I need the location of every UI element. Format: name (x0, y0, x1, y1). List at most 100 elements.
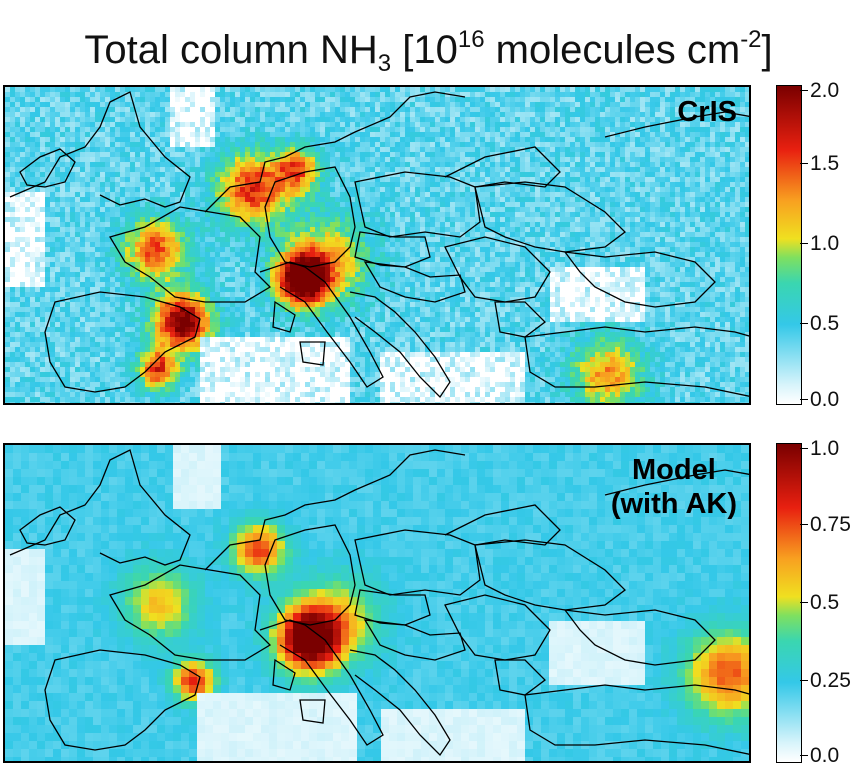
heat-cell (170, 112, 175, 117)
heat-cell (305, 187, 310, 192)
heat-cell (505, 212, 510, 217)
heat-cell (660, 162, 665, 167)
heat-cell (340, 192, 345, 197)
heat-cell (580, 142, 585, 147)
heat-cell (435, 202, 440, 207)
heat-cell (375, 182, 380, 187)
heat-cell (30, 137, 35, 142)
heat-cell (630, 247, 635, 252)
heat-cell (315, 187, 320, 192)
heat-cell (375, 102, 380, 107)
heat-cell (570, 167, 575, 172)
heat-cell (45, 137, 50, 142)
heat-cell (510, 177, 515, 182)
heat-cell (710, 242, 715, 247)
heat-cell (550, 127, 555, 132)
heat-cell (600, 242, 605, 247)
heat-cell (565, 182, 570, 187)
heat-cell (440, 157, 445, 162)
heat-cell (485, 122, 490, 127)
heat-cell (50, 132, 55, 137)
heat-cell (570, 232, 575, 237)
heat-cell (710, 187, 715, 192)
heat-cell (65, 117, 70, 122)
heat-cell (740, 147, 745, 152)
heat-cell (305, 247, 310, 252)
heat-cell (270, 217, 275, 222)
heat-cell (620, 102, 625, 107)
heat-cell (225, 137, 230, 142)
heat-cell (15, 257, 20, 262)
heat-cell (470, 92, 475, 97)
heat-cell (290, 122, 295, 127)
heat-cell (345, 252, 350, 257)
heat-cell (670, 172, 675, 177)
heat-cell (5, 182, 10, 187)
heat-cell (400, 127, 405, 132)
heat-cell (200, 237, 205, 242)
heat-cell (750, 202, 751, 207)
heat-cell (715, 202, 720, 207)
heat-cell (5, 247, 10, 252)
heat-cell (160, 217, 165, 222)
heat-cell (120, 227, 125, 232)
heat-cell (160, 212, 165, 217)
heat-cell (205, 217, 210, 222)
heat-cell (340, 152, 345, 157)
heat-cell (460, 107, 465, 112)
heat-cell (720, 222, 725, 227)
heat-cell (295, 147, 300, 152)
heat-cell (200, 192, 205, 197)
heat-cell (70, 172, 75, 177)
heat-cell (240, 107, 245, 112)
heat-cell (105, 112, 110, 117)
heat-cell (560, 142, 565, 147)
heat-cell (25, 87, 30, 92)
heat-cell (285, 192, 290, 197)
heat-cell (125, 232, 130, 237)
heat-cell (545, 92, 550, 97)
heat-cell (475, 107, 480, 112)
heat-cell (685, 222, 690, 227)
heat-cell (690, 92, 695, 97)
heat-cell (335, 187, 340, 192)
heat-cell (210, 157, 215, 162)
heat-cell (565, 247, 570, 252)
heat-cell (100, 122, 105, 127)
heat-cell (305, 182, 310, 187)
heat-cell (590, 252, 595, 257)
heat-cell (510, 192, 515, 197)
heat-cell (125, 207, 130, 212)
heat-cell (195, 192, 200, 197)
heat-cell (355, 217, 360, 222)
heat-cell (5, 157, 10, 162)
heat-cell (135, 247, 140, 252)
heat-cell (370, 192, 375, 197)
heat-cell (260, 252, 265, 257)
heat-cell (600, 137, 605, 142)
heat-cell (195, 217, 200, 222)
heat-cell (475, 147, 480, 152)
heat-cell (260, 227, 265, 232)
heat-cell (320, 222, 325, 227)
heat-cell (385, 157, 390, 162)
heat-cell (260, 147, 265, 152)
heat-cell (605, 147, 610, 152)
heat-cell (5, 132, 10, 137)
heat-cell (515, 92, 520, 97)
heat-cell (415, 197, 420, 202)
heat-cell (340, 187, 345, 192)
heat-cell (425, 202, 430, 207)
heat-cell (260, 237, 265, 242)
heat-cell (460, 142, 465, 147)
heat-cell (615, 197, 620, 202)
heat-cell (660, 102, 665, 107)
heat-cell (610, 197, 615, 202)
heat-cell (10, 127, 15, 132)
heat-cell (575, 132, 580, 137)
heat-cell (10, 187, 15, 192)
heat-cell (520, 227, 525, 232)
heat-cell (235, 147, 240, 152)
heat-cell (325, 217, 330, 222)
heat-cell (715, 177, 720, 182)
